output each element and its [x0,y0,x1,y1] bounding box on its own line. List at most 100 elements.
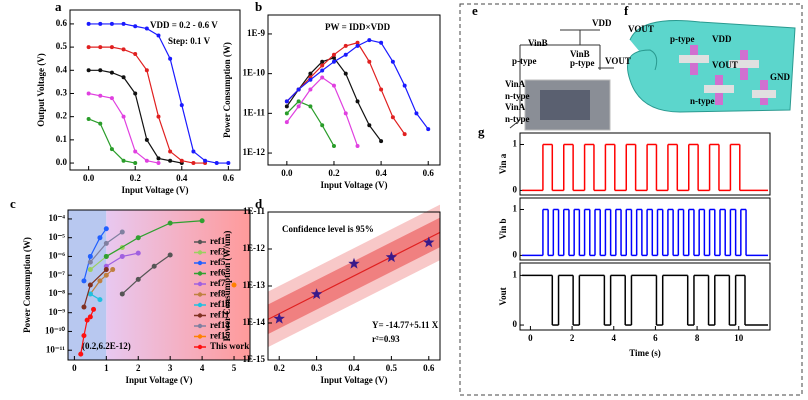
y-axis-label: Power Consumption (W) [22,237,32,333]
data-point [98,45,103,50]
data-point [331,144,336,149]
annotation: Confidence level is 95% [282,224,374,234]
data-point [308,71,313,76]
data-point [98,121,103,126]
data-point [355,43,360,48]
data-point [214,161,219,166]
data-point [308,104,313,109]
schematic-label: VinB [528,38,548,48]
data-point [308,87,313,92]
schematic-label: n-type [505,114,530,124]
device [627,19,796,113]
y-tick-label: 10⁻⁶ [49,251,66,261]
panel-label: b [255,0,262,14]
data-point [103,272,109,278]
data-point [91,306,97,312]
y-tick-label: 10⁻⁸ [49,288,66,298]
data-point [226,161,231,166]
series-line [121,254,171,295]
data-point [179,158,184,163]
y-tick-label: 1E-12 [243,147,266,157]
x-tick-label: 0.0 [83,173,95,183]
data-point [320,63,325,68]
legend-marker [197,323,203,329]
data-point [390,115,395,120]
data-point [133,161,138,166]
data-point [179,103,184,108]
data-point [379,40,384,45]
data-point [320,123,325,128]
x-axis-label: Time (s) [629,348,661,358]
data-point [231,282,237,288]
data-point [191,161,196,166]
data-point [423,236,435,248]
data-point [103,267,109,273]
shaded-region [68,210,107,360]
data-point [320,68,325,73]
fit-line [267,231,441,320]
y-tick-label: 1E-11 [243,206,266,216]
x-tick-label: 0.2 [328,168,340,178]
y-tick-label: 1 [513,139,518,149]
y-axis-label: Power Consumption (W) [222,42,232,138]
data-point [109,21,114,26]
annotation: Step: 0.1 V [168,36,211,46]
data-point [296,99,301,104]
y-tick-label: 10⁻¹¹ [46,344,65,354]
data-point [156,114,161,119]
schematic-label: VinA [505,102,526,112]
data-point [310,288,323,300]
x-tick-label: 0.3 [311,363,323,373]
panel-label: f [624,3,629,18]
data-point [87,282,93,288]
annotation: PW = IDD×VDD [325,22,391,32]
data-point [308,77,313,82]
data-point [78,351,84,357]
data-point [86,21,91,26]
x-tick-label: 0 [72,363,77,373]
legend-marker [197,281,203,287]
data-point [168,158,173,163]
y-tick-label: 10⁻⁷ [49,269,66,279]
y-tick-label: 0 [513,184,518,194]
x-tick-label: 2 [570,333,575,343]
data-point [426,127,431,132]
legend-marker [197,250,203,255]
series-line [89,269,114,295]
schematic [509,29,614,131]
annotation: r²=0.93 [372,334,400,344]
x-axis-label: Input Voltage (V) [320,180,387,190]
y-tick-label: 10⁻⁹ [49,307,66,317]
data-point [156,156,161,161]
schematic-label: VinB [570,49,590,59]
legend-marker [197,334,203,339]
y-tick-label: 0.5 [56,41,68,51]
data-point [296,104,301,109]
y-tick-label: 0.3 [56,88,68,98]
y-tick-label: 0.1 [56,134,68,144]
data-point [385,251,398,263]
legend-label: ref10 [210,299,230,309]
y-axis-label: Output Voltage (V) [36,53,46,127]
series-line [286,57,382,142]
data-point [133,149,138,154]
data-point [355,40,360,45]
y-tick-label: 0.6 [56,18,68,28]
data-point [320,59,325,64]
data-point [109,70,114,75]
legend-label: ref5 [210,257,226,267]
data-point [144,26,149,31]
schematic-label: VinA [505,79,526,89]
data-point [109,96,114,101]
legend-label: ref11 [210,310,230,320]
x-tick-label: 0.2 [274,363,286,373]
data-point [81,304,87,310]
schematic-label: p-type [512,56,537,66]
data-point [121,47,126,52]
data-point [81,278,87,284]
x-tick-label: 0.4 [375,168,387,178]
legend-label: ref14 [210,320,230,330]
legend-marker [197,313,203,318]
y-tick-label: 10⁻¹⁰ [45,326,65,336]
